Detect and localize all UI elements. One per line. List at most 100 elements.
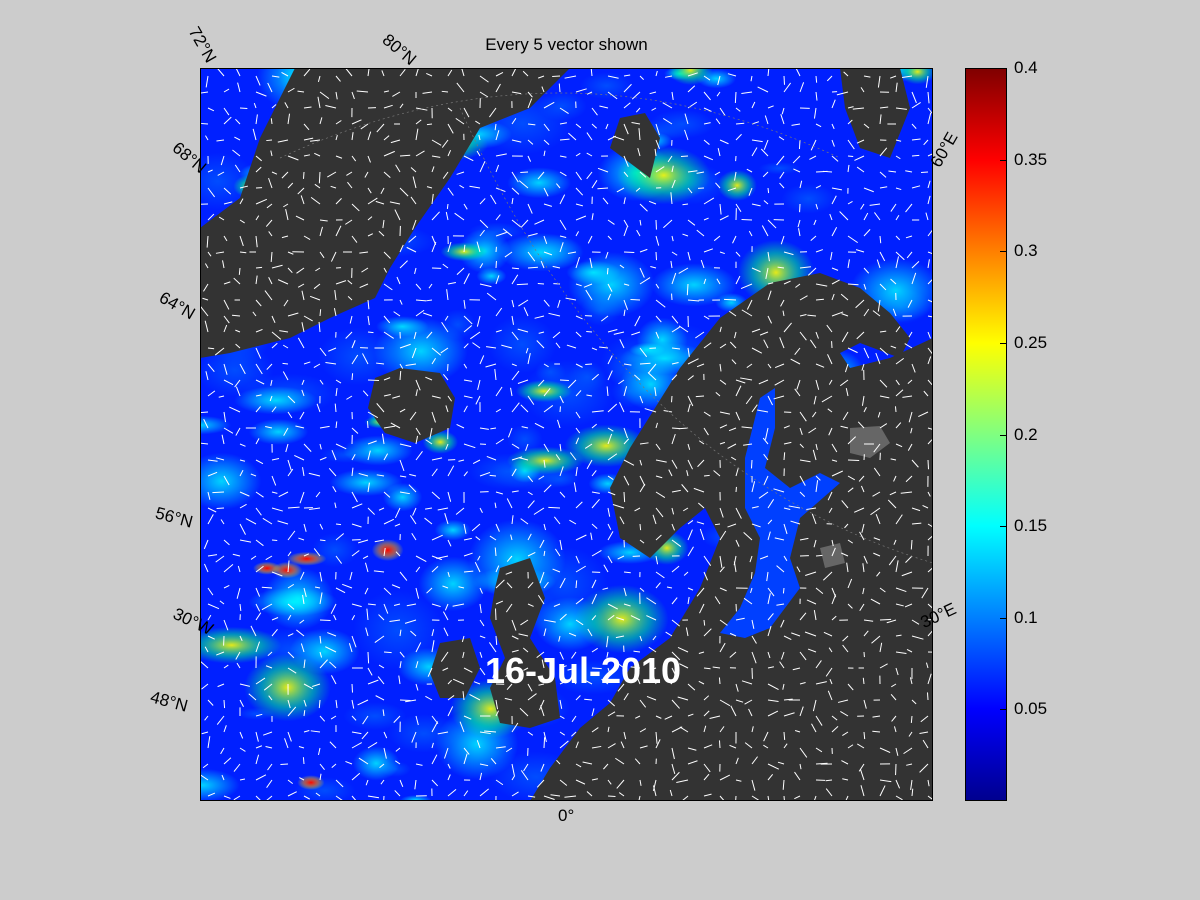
velocity-vector — [902, 395, 913, 398]
velocity-vector — [504, 697, 513, 701]
velocity-vector — [652, 514, 657, 525]
velocity-vector — [591, 470, 597, 477]
velocity-vector — [265, 219, 273, 227]
velocity-vector — [271, 571, 283, 577]
velocity-vector — [829, 213, 833, 221]
velocity-vector — [927, 259, 930, 269]
map-area[interactable] — [200, 68, 933, 801]
velocity-vector — [639, 75, 644, 80]
velocity-vector — [703, 628, 712, 637]
velocity-vector — [655, 422, 658, 429]
velocity-vector — [827, 354, 833, 365]
velocity-vector — [607, 555, 613, 564]
velocity-vector — [295, 215, 305, 221]
speed-patch — [352, 746, 400, 781]
velocity-vector — [735, 507, 742, 519]
velocity-vector — [285, 209, 289, 221]
velocity-vector — [383, 651, 392, 654]
velocity-vector — [207, 587, 214, 596]
colorbar-tick-mark — [1000, 68, 1006, 69]
velocity-vector — [655, 235, 660, 246]
velocity-vector — [748, 230, 753, 237]
velocity-vector — [287, 551, 292, 557]
velocity-vector — [319, 763, 325, 771]
velocity-vector — [815, 331, 819, 339]
velocity-vector — [425, 376, 433, 381]
velocity-vector — [325, 105, 337, 109]
velocity-vector — [780, 619, 785, 628]
velocity-vector — [743, 532, 753, 541]
velocity-vector — [606, 386, 609, 397]
velocity-vector — [490, 758, 497, 765]
velocity-vector — [268, 177, 273, 189]
velocity-vector — [826, 75, 833, 82]
velocity-vector — [687, 713, 694, 717]
velocity-vector — [573, 482, 577, 493]
velocity-vector — [543, 459, 546, 468]
velocity-vector — [825, 667, 833, 677]
velocity-vector — [799, 612, 807, 621]
velocity-vector — [703, 155, 714, 161]
velocity-vector — [364, 171, 369, 178]
velocity-vector — [431, 139, 442, 146]
velocity-vector — [746, 299, 753, 310]
velocity-vector — [639, 699, 647, 708]
velocity-vector — [207, 213, 215, 221]
velocity-vector — [255, 539, 264, 547]
velocity-vector — [495, 565, 500, 573]
velocity-vector — [495, 214, 501, 221]
velocity-vector — [584, 443, 593, 449]
velocity-vector — [540, 260, 545, 269]
velocity-vector — [572, 678, 577, 685]
velocity-vector — [921, 171, 929, 174]
velocity-vector — [703, 571, 709, 581]
velocity-vector — [815, 660, 822, 669]
velocity-vector — [841, 331, 849, 343]
velocity-vector — [559, 679, 570, 685]
velocity-vector — [607, 667, 611, 675]
velocity-vector — [516, 283, 529, 286]
velocity-vector — [266, 779, 273, 788]
velocity-vector — [703, 667, 711, 670]
velocity-vector — [479, 603, 482, 614]
velocity-vector — [735, 203, 742, 213]
velocity-vector — [411, 731, 417, 743]
velocity-vector — [618, 792, 625, 797]
velocity-vector — [676, 779, 689, 783]
velocity-vector — [319, 443, 322, 450]
velocity-vector — [840, 293, 849, 301]
velocity-vector — [559, 107, 569, 114]
velocity-vector — [623, 427, 629, 439]
velocity-vector — [895, 587, 907, 593]
velocity-vector — [399, 443, 412, 448]
velocity-vector — [255, 774, 267, 781]
velocity-vector — [287, 779, 293, 785]
velocity-vector — [856, 331, 865, 340]
velocity-vector — [239, 778, 246, 781]
velocity-vector — [744, 742, 753, 749]
date-label: 16-Jul-2010 — [484, 650, 682, 691]
velocity-vector — [619, 339, 625, 349]
velocity-vector — [335, 198, 342, 205]
velocity-vector — [540, 763, 545, 772]
velocity-vector — [223, 619, 229, 631]
speed-patch — [899, 68, 933, 85]
velocity-vector — [479, 763, 489, 767]
velocity-vector — [302, 467, 305, 477]
velocity-vector — [618, 379, 625, 385]
velocity-vector — [727, 73, 737, 77]
velocity-vector — [837, 699, 849, 703]
velocity-vector — [283, 427, 289, 436]
velocity-vector — [767, 666, 774, 669]
velocity-vector — [927, 673, 932, 685]
velocity-vector — [828, 427, 833, 436]
velocity-vector — [527, 731, 534, 736]
velocity-vector — [879, 330, 887, 333]
colorbar-tick-mark — [1000, 526, 1006, 528]
velocity-vector — [331, 763, 337, 768]
lat-label-48n: 48°N — [148, 687, 190, 716]
velocity-vector — [841, 552, 849, 557]
velocity-vector — [223, 539, 230, 546]
velocity-vector — [607, 453, 618, 461]
velocity-vector — [265, 746, 273, 749]
